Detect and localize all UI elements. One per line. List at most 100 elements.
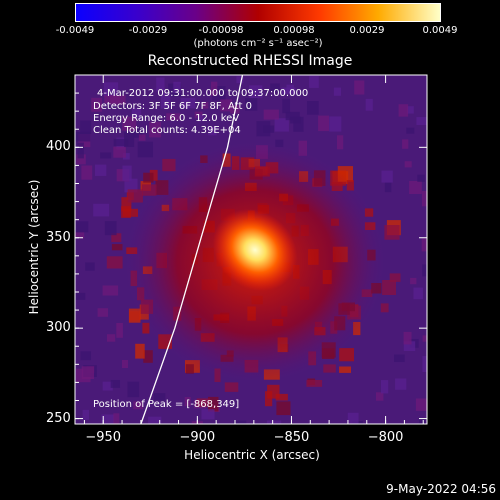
heatmap-texture-cell	[148, 416, 162, 424]
annotation-time-range: 4-Mar-2012 09:31:00.000 to 09:37:00.000	[97, 88, 309, 99]
heatmap-texture-cell	[142, 322, 150, 334]
heatmap-texture-cell	[201, 101, 209, 109]
heatmap-texture-cell	[403, 331, 412, 345]
heatmap-texture-cell	[197, 114, 204, 122]
heatmap-texture-cell	[77, 142, 84, 159]
heatmap-texture-cell	[208, 396, 219, 412]
heatmap-texture-cell	[339, 348, 354, 362]
heatmap-texture-cell	[102, 285, 119, 296]
heatmap-texture-cell	[306, 380, 323, 387]
heatmap-texture-cell	[281, 87, 296, 95]
heatmap-texture-cell	[407, 106, 414, 114]
x-tick-label: −800	[367, 430, 404, 445]
heatmap-texture-cell	[416, 117, 427, 125]
heatmap-texture-cell	[75, 221, 89, 233]
heatmap-texture-cell	[75, 232, 85, 239]
heatmap-texture-cell	[384, 225, 400, 240]
heatmap-texture-cell	[413, 287, 423, 300]
heatmap-texture-cell	[267, 384, 280, 399]
heatmap-texture-cell	[236, 76, 244, 84]
heatmap-texture-cell	[81, 165, 93, 180]
heatmap-texture-cell	[135, 343, 145, 359]
heatmap-texture-cell	[133, 401, 144, 410]
colorbar-tick-label: 0.0049	[422, 25, 458, 36]
heatmap-texture-cell	[106, 256, 123, 269]
heatmap-texture-cell	[153, 393, 166, 401]
heatmap-texture-cell	[110, 379, 121, 388]
heatmap-texture-cell	[298, 140, 307, 156]
heatmap-texture-cell	[380, 303, 389, 313]
solar-limb-curve	[140, 75, 244, 424]
heatmap-texture-cell	[417, 174, 425, 182]
heatmap-texture-cell	[410, 277, 417, 285]
heatmap-texture-cell	[156, 77, 165, 92]
heatmap-texture-cell	[422, 264, 427, 277]
heatmap-texture-cell	[282, 98, 291, 114]
heatmap-texture-cell	[233, 420, 247, 424]
heatmap-texture-cell	[124, 132, 135, 148]
heatmap-texture-cell	[75, 292, 86, 300]
colorbar-unit-label: (photons cm⁻² s⁻¹ asec⁻²)	[193, 38, 323, 49]
heatmap-texture-cell	[76, 154, 86, 165]
colorbar-tick-label: 0.0029	[349, 25, 385, 36]
heatmap-texture-cell	[149, 169, 158, 181]
heatmap-texture-cell	[162, 158, 176, 172]
heatmap-texture-cell	[333, 87, 341, 96]
timestamp: 9-May-2022 04:56	[386, 482, 496, 496]
heatmap-texture-cell	[80, 120, 92, 134]
heatmap-texture-cell	[409, 181, 422, 194]
heatmap-texture-cell	[354, 80, 365, 95]
annotation-detectors: Detectors: 3F 5F 6F 7F 8F, Att 0	[93, 101, 253, 112]
peak-position-label: Position of Peak = [-868,349]	[93, 399, 240, 410]
heatmap-texture-cell	[318, 115, 329, 132]
y-tick-label: 400	[46, 139, 71, 155]
heatmap-texture-cell	[85, 262, 95, 271]
colorbar-tick-label: -0.00098	[198, 25, 244, 36]
heatmap-texture-cell	[245, 98, 258, 111]
heatmap-texture-cell	[339, 366, 351, 373]
heatmap-texture-cell	[275, 393, 288, 401]
heatmap-texture-cell	[426, 79, 427, 92]
x-tick-label: −900	[179, 430, 216, 445]
heatmap-texture-cell	[113, 413, 120, 424]
heatmap-texture-cell	[275, 139, 284, 148]
colorbar-tick-label: 0.00098	[273, 25, 315, 36]
heatmap-texture-cell	[402, 139, 409, 149]
heatmap-texture-cell	[406, 127, 415, 134]
heatmap-texture-cell	[220, 99, 232, 112]
heatmap-texture-cell	[127, 381, 140, 398]
heatmap-texture-cell	[149, 121, 161, 138]
heatmap-texture-cell	[95, 164, 107, 176]
heatmap-texture-cell	[121, 197, 132, 212]
heatmap-texture-cell	[422, 335, 427, 342]
x-tick-label: −950	[85, 430, 122, 445]
heatmap-texture-cell	[121, 206, 131, 218]
plot-frame	[74, 74, 428, 425]
heatmap-texture-cell	[365, 98, 373, 111]
heatmap-texture-cell	[263, 109, 279, 120]
heatmap-texture-cell	[276, 401, 291, 416]
heatmap-texture-cell	[184, 397, 191, 407]
heatmap-texture-cell	[306, 101, 319, 115]
heatmap-texture-cell	[75, 131, 91, 142]
heatmap-texture-cell	[208, 126, 217, 136]
heatmap-texture-cell	[143, 350, 153, 363]
heatmap-texture-cell	[82, 409, 89, 420]
heatmap-texture-cell	[113, 146, 126, 158]
heatmap-texture-cell	[122, 153, 130, 160]
heatmap-texture-cell	[265, 391, 273, 407]
heatmap-texture-cell	[418, 418, 426, 424]
heatmap-texture-cell	[337, 135, 344, 150]
annotation-clean-counts: Clean Total counts: 4.39E+04	[93, 125, 241, 136]
colorbar-gradient	[76, 4, 440, 21]
heatmap-texture-cell	[131, 108, 142, 120]
heatmap-texture-cell	[100, 152, 112, 159]
heatmap-texture-cell	[127, 189, 143, 203]
heatmap-texture-cell	[403, 341, 416, 351]
heatmap-texture-cell	[141, 184, 157, 196]
heatmap-texture-cell	[285, 111, 300, 121]
heatmap-texture-cell	[107, 334, 116, 342]
heatmap-texture-cell	[309, 76, 319, 88]
heatmap-image	[75, 75, 427, 424]
